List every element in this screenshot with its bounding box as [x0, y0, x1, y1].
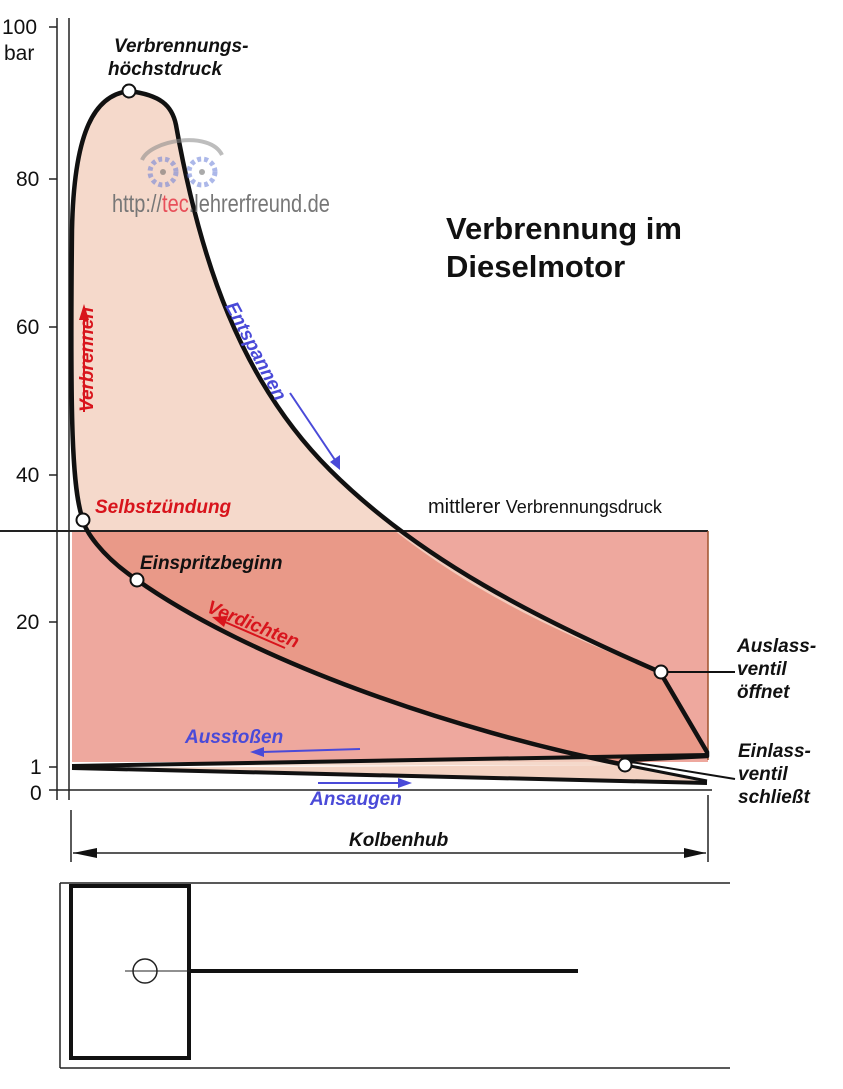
tick-40: 40 — [16, 464, 40, 487]
label-exhaust: Ausstoßen — [185, 727, 284, 748]
diagram-title: Verbrennung im Dieselmotor — [446, 210, 682, 286]
arrows — [79, 304, 412, 788]
tick-80: 80 — [16, 168, 40, 191]
outlet-point — [653, 664, 669, 680]
watermark-mid: tec — [162, 190, 189, 218]
watermark-pre: http:// — [112, 190, 163, 218]
inlet-line-3: schließt — [738, 787, 810, 808]
injection-point — [129, 572, 145, 588]
watermark: http://tec.lehrerfreund.de — [112, 190, 330, 219]
outlet-line-2: ventil — [737, 659, 787, 680]
outlet-line-3: öffnet — [737, 682, 790, 703]
ignition-point — [75, 512, 91, 528]
watermark-gears-icon — [140, 138, 224, 188]
inlet-line-1: Einlass- — [738, 741, 811, 762]
cycle-curve — [69, 88, 710, 768]
tick-1: 1 — [30, 756, 42, 779]
label-intake: Ansaugen — [310, 789, 402, 810]
watermark-post: .lehrerfreund.de — [188, 190, 330, 218]
inlet-point — [617, 757, 633, 773]
label-outlet-valve: Auslass-ventil öffnet — [737, 635, 816, 704]
label-inlet-valve: Einlass-ventil schließt — [738, 740, 811, 809]
piston — [69, 884, 191, 1060]
overlap-area — [72, 531, 707, 765]
tick-100: 100 — [2, 16, 38, 39]
outlet-line-1: Auslass- — [737, 636, 817, 657]
intake-line — [71, 766, 708, 785]
label-burn: Verbrennen — [77, 307, 98, 412]
inlet-line-2: ventil — [738, 764, 788, 785]
label-self-ignition: Selbstzündung — [95, 497, 232, 518]
mean-b: Verbrennungsdruck — [505, 497, 662, 517]
mean-a: mittlerer — [428, 496, 501, 518]
label-injection-start: Einspritzbeginn — [140, 553, 283, 574]
tick-60: 60 — [16, 316, 40, 339]
title-line-2: Dieselmotor — [446, 249, 626, 284]
label-peak-pressure: Verbrennungs-höchstdruck — [108, 35, 249, 81]
label-stroke: Kolbenhub — [345, 829, 453, 852]
title-line-1: Verbrennung im — [446, 211, 682, 246]
label-mean-pressure: mittlerer Verbrennungsdruck — [428, 496, 662, 519]
tick-0: 0 — [30, 782, 42, 805]
tick-20: 20 — [16, 611, 40, 634]
exhaust-line — [71, 753, 708, 768]
piston-sketch — [59, 882, 730, 1069]
axis-unit: bar — [4, 42, 35, 65]
peak-line-1: Verbrennungs- — [114, 36, 249, 57]
peak-point — [121, 83, 137, 99]
peak-line-2: höchstdruck — [108, 59, 223, 80]
